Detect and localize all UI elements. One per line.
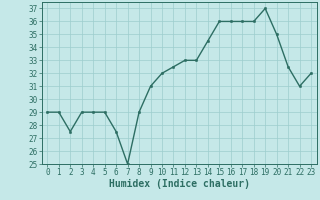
X-axis label: Humidex (Indice chaleur): Humidex (Indice chaleur) [109,179,250,189]
